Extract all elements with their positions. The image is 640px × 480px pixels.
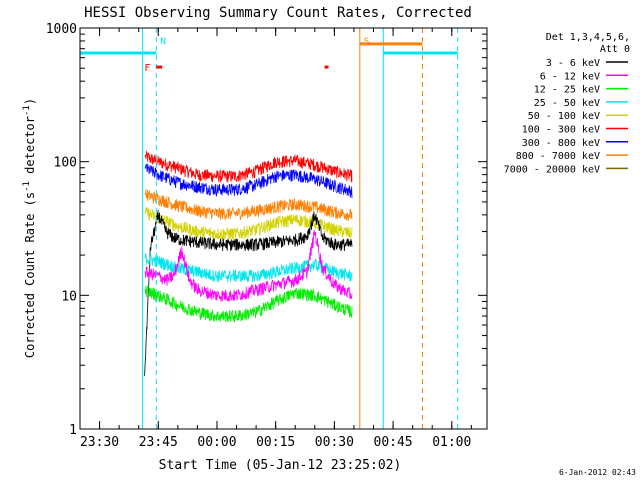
timestamp-label: 6-Jan-2012 02:43 bbox=[559, 468, 636, 477]
x-tick-label: 00:00 bbox=[197, 435, 236, 450]
legend-label-6-12-kev: 6 - 12 keV bbox=[540, 71, 600, 82]
series-layer bbox=[144, 150, 353, 376]
legend-label-50-100-kev: 50 - 100 keV bbox=[528, 111, 600, 122]
x-tick-label: 00:30 bbox=[315, 435, 354, 450]
x-axis-ticks: 23:30 23:45 00:00 00:15 00:30 00:45 01:00 bbox=[79, 28, 472, 450]
y-axis-ticks: 1 10 100 1000 bbox=[46, 22, 487, 438]
x-tick-label: 00:45 bbox=[374, 435, 413, 450]
x-axis-label: Start Time (05-Jan-12 23:25:02) bbox=[159, 458, 402, 473]
x-tick-label: 00:15 bbox=[256, 435, 295, 450]
flag-label-s: S bbox=[364, 37, 369, 47]
x-tick-label: 23:30 bbox=[80, 435, 119, 450]
legend-label-100-300-kev: 100 - 300 keV bbox=[522, 125, 600, 136]
plot-frame bbox=[79, 27, 488, 430]
series-12-25-kev bbox=[144, 285, 353, 323]
chart-title: HESSI Observing Summary Count Rates, Cor… bbox=[84, 5, 472, 21]
series-300-800-kev bbox=[144, 163, 353, 198]
legend: Det 1,3,4,5,6,Att 03 - 6 keV 6 - 12 keV 12… bbox=[504, 32, 630, 175]
legend-label-800-7000-kev: 800 - 7000 keV bbox=[516, 151, 600, 162]
y-tick-label: 100 bbox=[54, 156, 77, 171]
series-100-300-kev bbox=[144, 150, 353, 183]
legend-label-3-6-kev: 3 - 6 keV bbox=[546, 58, 600, 69]
legend-label-7000-20000-kev: 7000 - 20000 keV bbox=[504, 164, 600, 175]
y-tick-label: 1000 bbox=[46, 22, 77, 37]
y-tick-label: 1 bbox=[69, 423, 77, 438]
legend-header-attenuator: Att 0 bbox=[600, 44, 630, 55]
series-6-12-kev bbox=[144, 230, 353, 302]
legend-label-12-25-kev: 12 - 25 keV bbox=[534, 85, 600, 96]
series-25-50-kev bbox=[144, 253, 353, 283]
y-axis-label: Corrected Count Rate (s-1 detector-1) bbox=[22, 98, 37, 358]
legend-label-300-800-kev: 300 - 800 keV bbox=[522, 138, 600, 149]
flare-label-f: F bbox=[144, 63, 150, 74]
series-800-7000-kev bbox=[144, 188, 353, 221]
legend-header: Det 1,3,4,5,6, bbox=[546, 32, 630, 43]
y-tick-label: 10 bbox=[61, 289, 77, 304]
legend-label-25-50-kev: 25 - 50 keV bbox=[534, 98, 600, 109]
flag-label-n: N bbox=[160, 37, 165, 47]
x-tick-label: 23:45 bbox=[139, 435, 178, 450]
x-tick-label: 01:00 bbox=[432, 435, 471, 450]
series-3-6-kev bbox=[144, 210, 353, 376]
